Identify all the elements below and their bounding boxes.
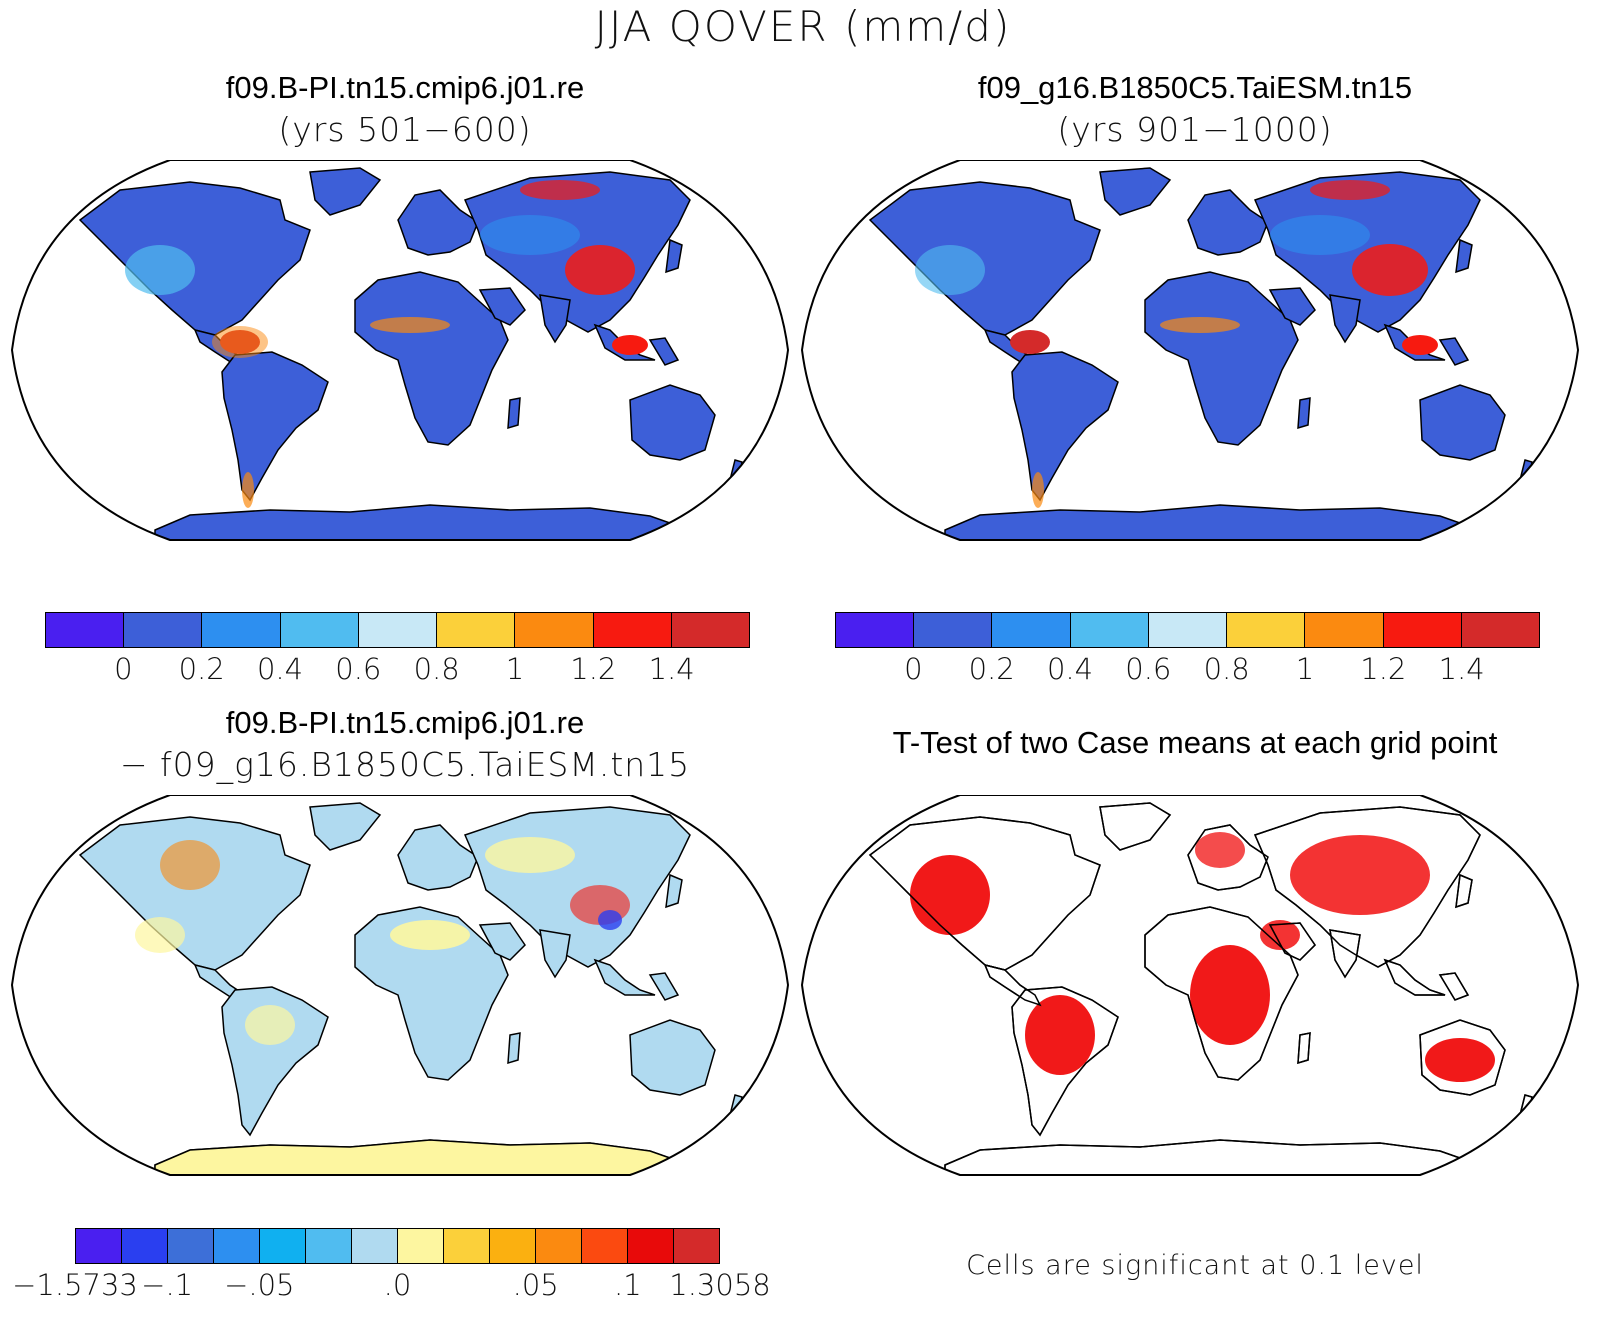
colorbar-tick-label: 0.6: [1125, 652, 1172, 686]
significance-note: Cells are significant at 0.1 level: [966, 1250, 1424, 1281]
colorbar-swatch: [582, 1229, 628, 1263]
colorbar-tick-label: 1.2: [1360, 652, 1407, 686]
colorbar-tick-label: 0.6: [335, 652, 382, 686]
colorbar-swatch: [836, 613, 915, 647]
colorbar-tick-label: .1: [614, 1268, 642, 1302]
bottom-left-map: [10, 795, 790, 1176]
bottom-left-colorbar: [75, 1228, 720, 1264]
colorbar-swatch: [444, 1229, 490, 1263]
colorbar-tick-label: .05: [512, 1268, 559, 1302]
top-right-map: [800, 160, 1580, 541]
colorbar-swatch: [1070, 613, 1149, 647]
bottom-left-panel-subtitle: − f09_g16.B1850C5.TaiESM.tn15: [119, 745, 691, 784]
colorbar-swatch: [202, 613, 281, 647]
colorbar-tick-label: 0.2: [178, 652, 225, 686]
top-right-colorbar: [835, 612, 1540, 648]
colorbar-tick-label: 1.4: [648, 652, 695, 686]
colorbar-swatch: [260, 1229, 306, 1263]
colorbar-swatch: [1383, 613, 1462, 647]
bottom-left-colorbar-labels: −1.5733 −.1 −.05 .0 .05 .1 1.3058: [12, 1268, 771, 1308]
top-right-panel-title: f09_g16.B1850C5.TaiESM.tn15: [977, 70, 1413, 105]
colorbar-swatch: [515, 613, 594, 647]
top-right-colorbar-labels: 0 0.2 0.4 0.6 0.8 1 1.2 1.4: [835, 652, 1540, 692]
colorbar-swatch: [168, 1229, 214, 1263]
significant-cells: [910, 832, 1495, 1082]
bottom-right-panel-title: T-Test of two Case means at each grid po…: [892, 725, 1498, 760]
colorbar-swatch: [214, 1229, 260, 1263]
top-left-panel-title: f09.B-PI.tn15.cmip6.j01.re: [225, 70, 585, 105]
bottom-left-panel-title: f09.B-PI.tn15.cmip6.j01.re: [225, 705, 585, 740]
colorbar-tick-label: 0.8: [1203, 652, 1250, 686]
colorbar-swatch: [593, 613, 672, 647]
colorbar-swatch: [536, 1229, 582, 1263]
colorbar-swatch: [358, 613, 438, 647]
colorbar-swatch: [1305, 613, 1384, 647]
bottom-right-map: [800, 795, 1580, 1176]
colorbar-swatch: [280, 613, 359, 647]
map-border: [800, 160, 1580, 541]
colorbar-tick-label: 1: [505, 652, 525, 686]
colorbar-tick-label: 0.4: [1046, 652, 1094, 686]
colorbar-tick-label: −1.5733: [12, 1268, 138, 1302]
colorbar-tick-label: 0.8: [413, 652, 460, 686]
top-right-panel-subtitle: (yrs 901−1000): [1057, 110, 1333, 149]
colorbar-tick-label: 0.2: [968, 652, 1015, 686]
colorbar-swatch: [674, 1229, 719, 1263]
colorbar-swatch: [46, 613, 125, 647]
colorbar-swatch: [437, 613, 516, 647]
difference-patches: [135, 837, 630, 1045]
colorbar-swatch: [76, 1229, 122, 1263]
colorbar-swatch: [671, 613, 749, 647]
colorbar-tick-label: 0.4: [256, 652, 304, 686]
figure-title: JJA QOVER (mm/d): [594, 2, 1012, 51]
colorbar-tick-label: 0: [114, 652, 133, 686]
map-border: [800, 795, 1580, 1176]
colorbar-swatch: [1461, 613, 1539, 647]
colorbar-swatch: [1227, 613, 1306, 647]
map-border: [10, 160, 790, 541]
top-left-map: [10, 160, 790, 541]
colorbar-tick-label: 1.2: [570, 652, 617, 686]
high-runoff-patches: [125, 180, 648, 508]
colorbar-tick-label: 1.4: [1438, 652, 1485, 686]
colorbar-tick-label: 0: [904, 652, 923, 686]
map-border: [10, 795, 790, 1176]
colorbar-swatch: [398, 1229, 444, 1263]
top-left-colorbar-labels: 0 0.2 0.4 0.6 0.8 1 1.2 1.4: [45, 652, 750, 692]
colorbar-swatch: [490, 1229, 536, 1263]
colorbar-tick-label: −.1: [141, 1268, 194, 1302]
colorbar-tick-label: 1: [1295, 652, 1315, 686]
colorbar-tick-label: 1.3058: [669, 1268, 771, 1302]
colorbar-swatch: [1148, 613, 1228, 647]
top-left-colorbar: [45, 612, 750, 648]
colorbar-swatch: [992, 613, 1071, 647]
top-left-panel-subtitle: (yrs 501−600): [278, 110, 532, 149]
colorbar-swatch: [122, 1229, 168, 1263]
colorbar-swatch: [628, 1229, 674, 1263]
colorbar-swatch: [352, 1229, 398, 1263]
colorbar-swatch: [914, 613, 993, 647]
colorbar-swatch: [124, 613, 203, 647]
colorbar-swatch: [306, 1229, 352, 1263]
high-runoff-patches: [915, 180, 1438, 508]
colorbar-tick-label: .0: [383, 1268, 412, 1302]
colorbar-tick-label: −.05: [224, 1268, 295, 1302]
